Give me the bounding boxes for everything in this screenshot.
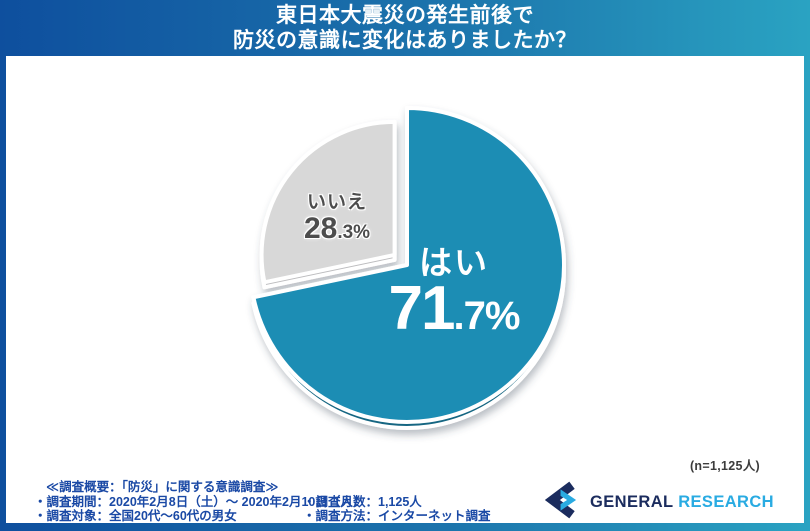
pie-no-value-frac: .3% xyxy=(337,222,371,243)
sample-size-note: (n=1,125人) xyxy=(689,459,760,473)
pie-slice-no xyxy=(259,119,397,285)
chart-title: 東日本大震災の発生前後で 防災の意識に変化はありましたか？ xyxy=(0,0,810,56)
survey-method: ・調査方法：インターネット調査 xyxy=(303,509,491,523)
pie-yes-value-frac: .7% xyxy=(453,294,521,338)
pie-chart-svg xyxy=(251,106,566,430)
pie-chart: いいえ 28.3% はい 71.7% xyxy=(207,65,607,465)
pie-label-no-text: いいえ xyxy=(306,192,367,213)
chart-title-line1: 東日本大震災の発生前後で xyxy=(276,4,534,27)
pie-label-yes: はい 71.7% xyxy=(349,245,559,344)
pie-label-no-value: 28.3% xyxy=(255,213,419,248)
chart-title-line2: 防災の意識に変化はありましたか？ xyxy=(233,29,577,52)
pie-label-yes-value: 71.7% xyxy=(349,278,559,344)
logo-word-research: RESEARCH xyxy=(678,493,774,511)
pie-label-yes-text: はい xyxy=(419,244,489,281)
general-research-logo-text: GENERAL RESEARCH xyxy=(590,493,774,512)
survey-target: ・調査対象：全国20代～60代の男女 xyxy=(34,509,237,523)
pie-label-no: いいえ 28.3% xyxy=(255,193,419,248)
survey-overview: ≪調査概要：「防災」に関する意識調査≫ ・調査期間：2020年2月8日（土）～ … xyxy=(34,480,491,524)
logo-word-general: GENERAL xyxy=(590,493,674,511)
pie-yes-value-int: 71 xyxy=(388,274,456,343)
general-research-logo-icon xyxy=(544,480,581,525)
survey-count: ・調査人数：1,125人 xyxy=(303,494,422,509)
pie-slice-yes xyxy=(251,106,566,424)
chart-panel: いいえ 28.3% はい 71.7% (n=1,125人) ≪調査概要：「防災」… xyxy=(6,56,804,523)
pie-no-value-int: 28 xyxy=(303,212,338,245)
survey-period: ・調査期間：2020年2月8日（土）～ 2020年2月10日（月） xyxy=(34,494,366,509)
survey-overview-title: ≪調査概要：「防災」に関する意識調査≫ xyxy=(46,480,279,494)
general-research-logo: GENERAL RESEARCH xyxy=(544,480,774,525)
